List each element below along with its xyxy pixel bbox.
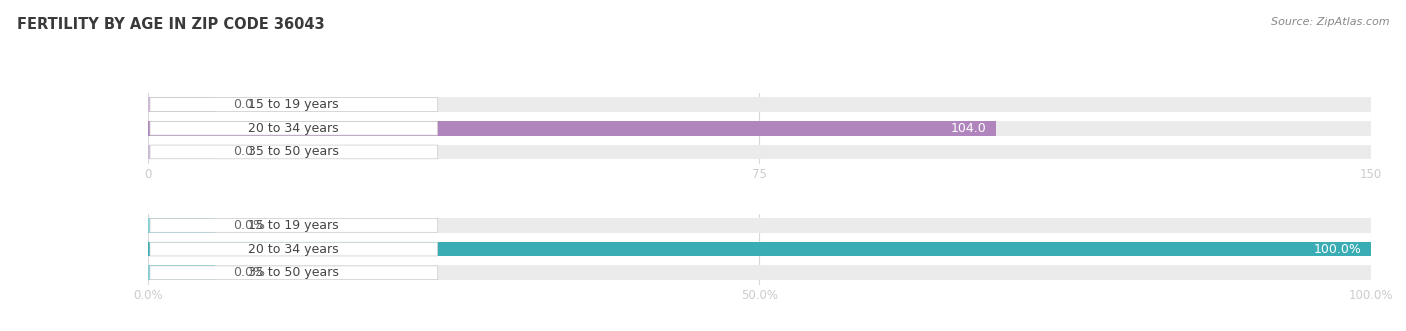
Text: 0.0: 0.0	[233, 98, 253, 111]
Bar	[148, 145, 1371, 159]
Text: 0.0%: 0.0%	[233, 266, 266, 279]
Text: 0.0: 0.0	[233, 145, 253, 159]
Text: FERTILITY BY AGE IN ZIP CODE 36043: FERTILITY BY AGE IN ZIP CODE 36043	[17, 17, 325, 31]
Bar	[148, 145, 215, 159]
Bar	[148, 121, 1371, 136]
Text: Source: ZipAtlas.com: Source: ZipAtlas.com	[1271, 17, 1389, 26]
Bar	[148, 97, 1371, 112]
Text: 15 to 19 years: 15 to 19 years	[249, 219, 339, 232]
Text: 0.0%: 0.0%	[233, 219, 266, 232]
Text: 20 to 34 years: 20 to 34 years	[249, 243, 339, 256]
Bar	[148, 242, 1371, 257]
Bar	[148, 242, 1371, 257]
Text: 20 to 34 years: 20 to 34 years	[249, 122, 339, 135]
FancyBboxPatch shape	[150, 218, 437, 232]
Text: 104.0: 104.0	[950, 122, 986, 135]
FancyBboxPatch shape	[150, 121, 437, 135]
Text: 35 to 50 years: 35 to 50 years	[249, 266, 339, 279]
Bar	[148, 218, 215, 233]
Text: 100.0%: 100.0%	[1313, 243, 1361, 256]
FancyBboxPatch shape	[150, 266, 437, 280]
Bar	[148, 265, 215, 280]
Bar	[148, 218, 1371, 233]
Bar	[148, 121, 995, 136]
Bar	[148, 265, 1371, 280]
FancyBboxPatch shape	[150, 242, 437, 256]
FancyBboxPatch shape	[150, 98, 437, 112]
Bar	[148, 97, 215, 112]
Text: 15 to 19 years: 15 to 19 years	[249, 98, 339, 111]
FancyBboxPatch shape	[150, 145, 437, 159]
Text: 35 to 50 years: 35 to 50 years	[249, 145, 339, 159]
